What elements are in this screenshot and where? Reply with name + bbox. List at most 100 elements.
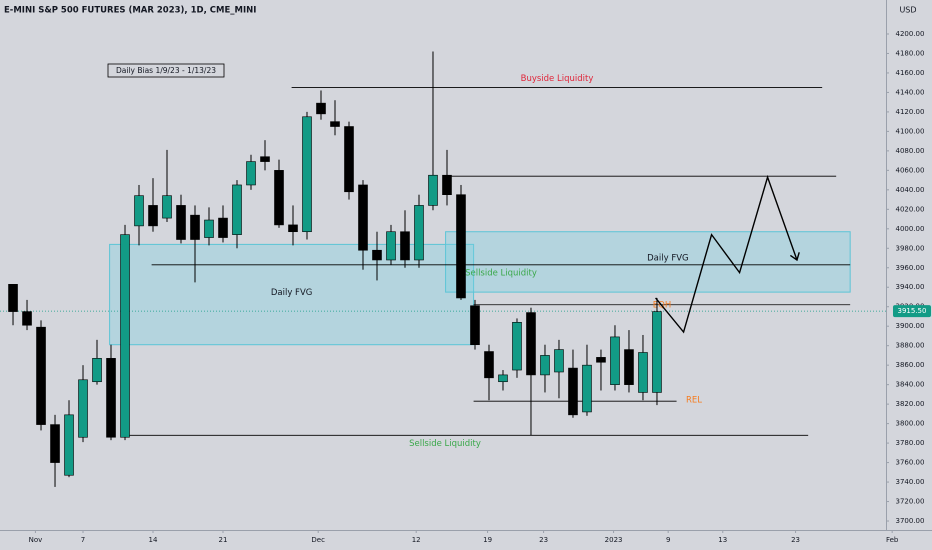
currency: USD: [899, 6, 916, 15]
candle-body: [190, 214, 200, 240]
candle: [162, 149, 172, 222]
candle-body: [288, 224, 298, 233]
candle-body: [442, 174, 452, 196]
x-tick-label: Nov: [29, 536, 43, 544]
candle: [512, 318, 522, 378]
candle-body: [204, 219, 214, 238]
candle-body: [358, 184, 368, 251]
x-tick-label: 19: [483, 536, 492, 544]
note-box: [107, 63, 225, 78]
candle: [330, 100, 340, 136]
y-tick-label: 4120.00: [896, 108, 925, 116]
y-tick-label: 4040.00: [896, 186, 925, 194]
candle-body: [246, 161, 256, 186]
y-tick-label: 4140.00: [896, 88, 925, 96]
note-text: Daily Bias 1/9/23 - 1/13/23: [116, 66, 216, 75]
candle: [624, 330, 634, 393]
candle-body: [8, 284, 18, 312]
y-tick-label: 3780.00: [896, 439, 925, 447]
candle: [190, 205, 200, 283]
candle: [176, 194, 186, 244]
candle-body: [372, 249, 382, 261]
y-tick-label: 3880.00: [896, 342, 925, 350]
candle: [316, 90, 326, 120]
candle: [232, 180, 242, 249]
candle-body: [148, 205, 158, 227]
candle: [484, 344, 494, 401]
candle-body: [526, 312, 536, 376]
candle: [78, 365, 88, 443]
candle-body: [428, 174, 438, 206]
candle: [652, 297, 662, 406]
candle-body: [554, 349, 564, 373]
candle: [120, 224, 130, 441]
y-tick-label: 4200.00: [896, 30, 925, 38]
candle: [372, 231, 382, 281]
x-tick-label: 23: [791, 536, 800, 544]
candle: [428, 51, 438, 211]
level-label: Sellside Liquidity: [409, 439, 481, 449]
level-label: Sellside Liquidity: [465, 268, 537, 278]
y-tick-label: 4060.00: [896, 166, 925, 174]
level-label: REL: [686, 396, 702, 406]
candle-body: [610, 336, 620, 385]
plot-area: Daily FVG Daily FVG Buyside Liquidity Sells…: [0, 51, 886, 487]
candle-body: [64, 414, 74, 476]
candle-body: [512, 322, 522, 371]
candle-body: [120, 234, 130, 438]
y-tick-label: 3800.00: [896, 420, 925, 428]
candle-body: [36, 326, 46, 425]
candle: [540, 344, 550, 393]
y-tick-label: 3860.00: [896, 361, 925, 369]
candle: [554, 339, 564, 399]
candle-body: [162, 195, 172, 219]
candle-body: [652, 311, 662, 393]
candle: [498, 370, 508, 391]
candle: [610, 325, 620, 391]
candle: [204, 207, 214, 246]
y-tick-label: 3840.00: [896, 381, 925, 389]
y-tick-label: 4000.00: [896, 225, 925, 233]
candle: [400, 210, 410, 268]
candle: [358, 180, 368, 270]
y-tick-label: 3820.00: [896, 400, 925, 408]
candle-body: [176, 205, 186, 240]
candle-body: [624, 349, 634, 385]
y-tick-label: 4020.00: [896, 205, 925, 213]
y-tick-label: 4100.00: [896, 127, 925, 135]
candle-body: [470, 305, 480, 346]
candle-body: [456, 194, 466, 299]
candle: [148, 178, 158, 232]
candle-body: [596, 357, 606, 363]
candle: [134, 184, 144, 246]
candle: [260, 140, 270, 171]
chart-title: E-MINI S&P 500 FUTURES (MAR 2023), 1D, C…: [4, 6, 256, 16]
candle-body: [106, 358, 116, 438]
x-tick-label: 2023: [605, 536, 623, 544]
candle-body: [302, 116, 312, 233]
last-price-tag: [893, 305, 931, 318]
y-tick-label: 3740.00: [896, 478, 925, 486]
candle-body: [134, 195, 144, 227]
y-tick-label: 3940.00: [896, 283, 925, 291]
candle-body: [582, 364, 592, 413]
candle: [344, 121, 354, 200]
x-tick-label: 23: [539, 536, 548, 544]
candle: [568, 349, 578, 418]
candle: [442, 149, 452, 206]
candle: [302, 111, 312, 240]
x-tick-label: 12: [412, 536, 421, 544]
candle: [582, 344, 592, 416]
candle: [470, 299, 480, 350]
candle: [288, 205, 298, 246]
candle: [596, 349, 606, 391]
fvg-zone: [109, 243, 475, 346]
candle-body: [78, 379, 88, 438]
candle-body: [638, 352, 648, 393]
candle-body: [50, 424, 60, 463]
zone-label: Daily FVG: [647, 253, 689, 263]
candle: [64, 400, 74, 478]
candle: [246, 154, 256, 190]
x-tick-label: 9: [666, 536, 670, 544]
